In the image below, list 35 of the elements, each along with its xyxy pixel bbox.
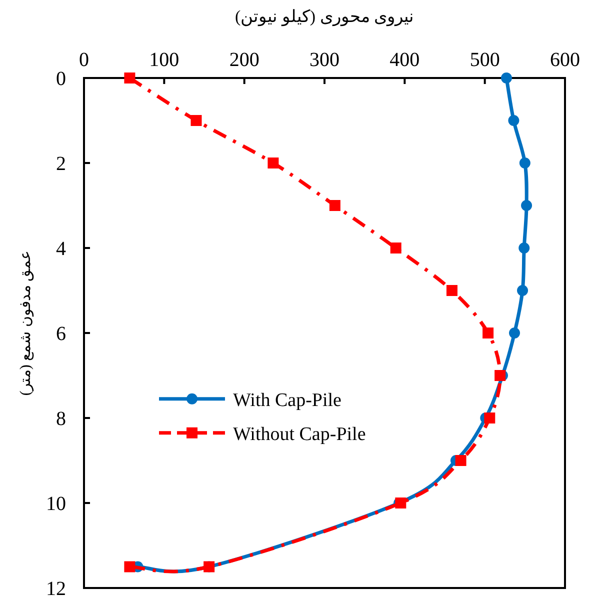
point	[329, 200, 340, 211]
x-tick-label: 300	[310, 49, 340, 71]
y-axis-title: عمق مدفون شمع (متر)	[18, 250, 34, 396]
y-tick-label: 10	[46, 493, 66, 515]
legend-label: With Cap-Pile	[233, 390, 342, 411]
x-tick-label: 600	[550, 49, 580, 71]
x-tick-label: 100	[149, 49, 180, 71]
point	[508, 115, 520, 126]
point	[124, 561, 136, 572]
point	[484, 412, 496, 424]
point	[517, 285, 528, 296]
x-axis-title: نیروی محوری (کیلو نیوتن)	[234, 7, 414, 27]
point	[508, 328, 520, 338]
point	[482, 328, 494, 338]
point	[390, 242, 402, 254]
y-tick-label: 4	[56, 238, 66, 260]
legend-label: Without Cap-Pile	[233, 424, 366, 445]
y-tick-label: 12	[46, 578, 66, 600]
y-tick-label: 6	[56, 323, 66, 345]
y-tick-label: 0	[56, 68, 66, 90]
point	[446, 285, 458, 296]
point	[519, 158, 530, 168]
point	[268, 158, 279, 168]
x-tick-label: 0	[79, 49, 89, 71]
x-tick-label: 500	[470, 49, 500, 71]
x-tick-label: 200	[229, 49, 260, 71]
point	[500, 72, 512, 84]
y-tick-label: 2	[56, 153, 66, 175]
point	[124, 72, 136, 84]
point	[455, 455, 466, 466]
x-tick-label: 400	[390, 49, 420, 71]
y-tick-label: 8	[56, 408, 66, 430]
point	[190, 115, 202, 126]
point	[521, 200, 532, 211]
point	[518, 242, 530, 254]
